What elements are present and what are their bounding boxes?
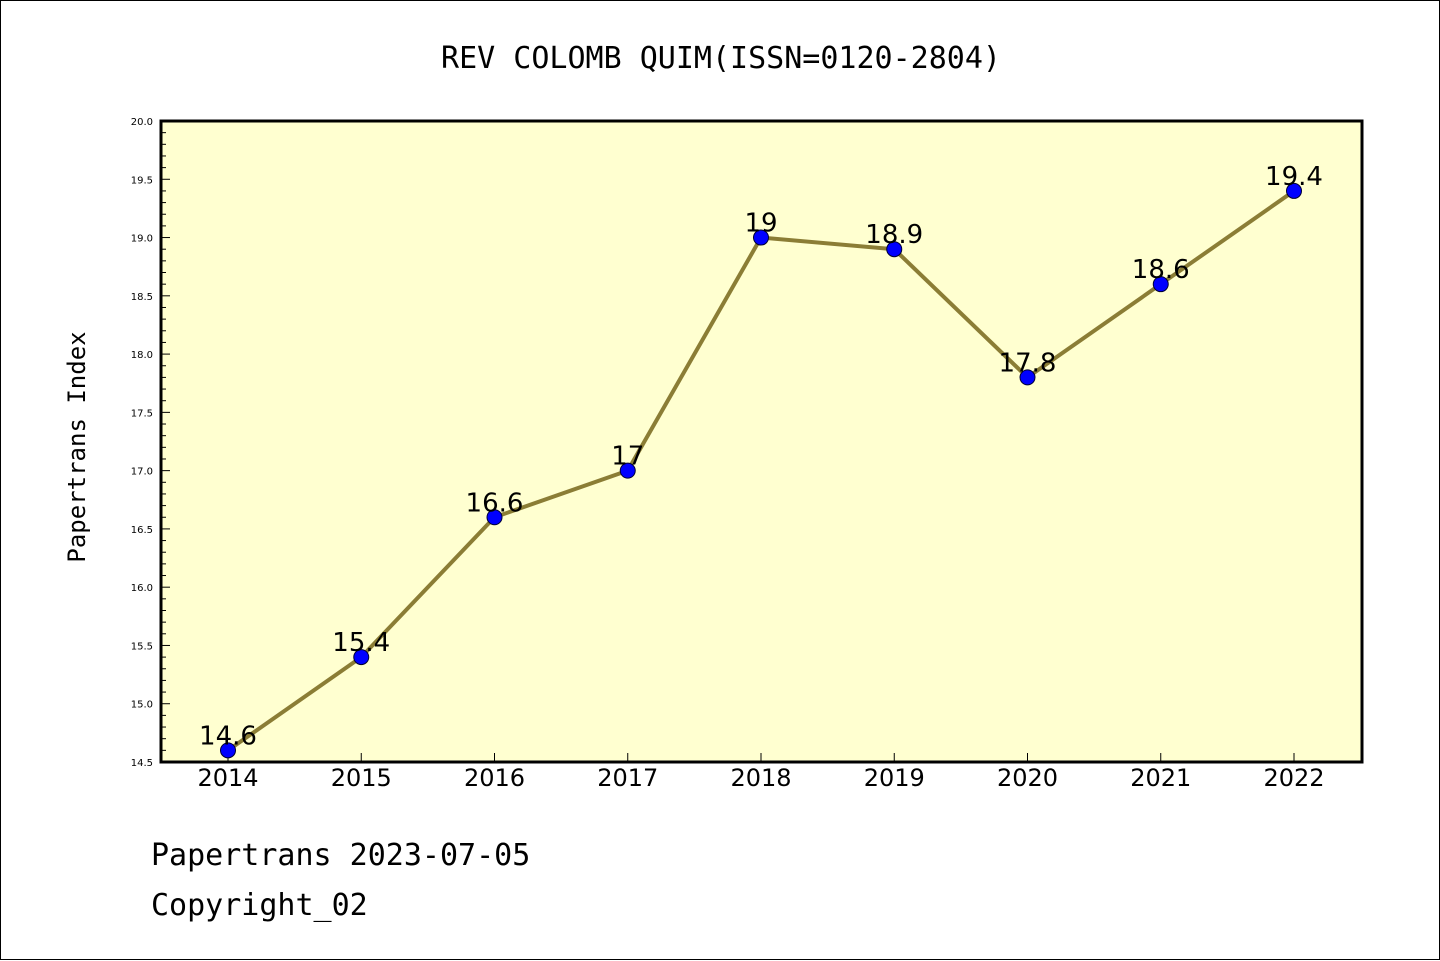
data-label: 16.6	[466, 488, 524, 518]
data-point	[886, 241, 903, 258]
x-tick-label: 2014	[197, 764, 258, 792]
data-label: 19	[744, 209, 777, 239]
data-label: 19.4	[1265, 162, 1323, 192]
y-axis-label: Papertrans Index	[63, 331, 91, 562]
x-tick-label: 2018	[730, 764, 791, 792]
y-tick-label: 17.0	[131, 467, 153, 478]
data-labels-group: 14.6 15.4 16.6 17 19 18.9 17.8 18.6 19.4	[199, 162, 1323, 751]
chart-title: REV COLOMB QUIM(ISSN=0120-2804)	[441, 41, 1001, 76]
y-tick-label: 15.5	[131, 641, 153, 652]
data-point	[486, 509, 503, 526]
y-tick-label: 15.0	[131, 700, 153, 711]
data-point	[1019, 369, 1036, 386]
data-point	[619, 462, 636, 479]
y-tick-label: 18.5	[131, 292, 153, 303]
y-axis: 14.5 15.0 15.5 16.0 16.5 17.0 17.5 18.0 18.5 19.0…	[131, 117, 170, 769]
data-label: 17	[611, 442, 644, 472]
data-label: 17.8	[999, 348, 1057, 378]
data-point	[1286, 182, 1302, 199]
x-tick-label: 2021	[1130, 764, 1191, 792]
y-tick-label: 19.5	[131, 175, 153, 186]
x-tick-label: 2022	[1263, 764, 1324, 792]
data-point	[353, 649, 370, 666]
y-tick-label: 18.0	[131, 350, 153, 361]
data-label: 14.6	[199, 721, 257, 751]
series-group	[220, 182, 1302, 759]
x-tick-label: 2016	[464, 764, 525, 792]
y-tick-label: 16.0	[131, 583, 153, 594]
data-point	[220, 742, 236, 759]
data-label: 15.4	[332, 628, 390, 658]
data-label: 18.9	[865, 220, 923, 250]
x-tick-label: 2019	[864, 764, 925, 792]
x-tick-label: 2020	[997, 764, 1058, 792]
footer-date: Papertrans 2023-07-05	[151, 838, 530, 873]
data-point	[1152, 276, 1169, 293]
x-tick-label: 2015	[331, 764, 392, 792]
y-tick-label: 14.5	[131, 758, 153, 769]
x-tick-label: 2017	[597, 764, 658, 792]
data-point	[753, 229, 769, 246]
y-tick-label: 17.5	[131, 408, 153, 419]
x-axis: 2014 2015 2016 2017 2018 2019 2020 2021 2022	[197, 753, 1325, 792]
footer-copyright: Copyright_02	[151, 888, 368, 923]
data-label: 18.6	[1132, 255, 1190, 285]
y-tick-label: 20.0	[131, 117, 153, 128]
y-tick-label: 19.0	[131, 234, 153, 245]
y-tick-label: 16.5	[131, 525, 153, 536]
